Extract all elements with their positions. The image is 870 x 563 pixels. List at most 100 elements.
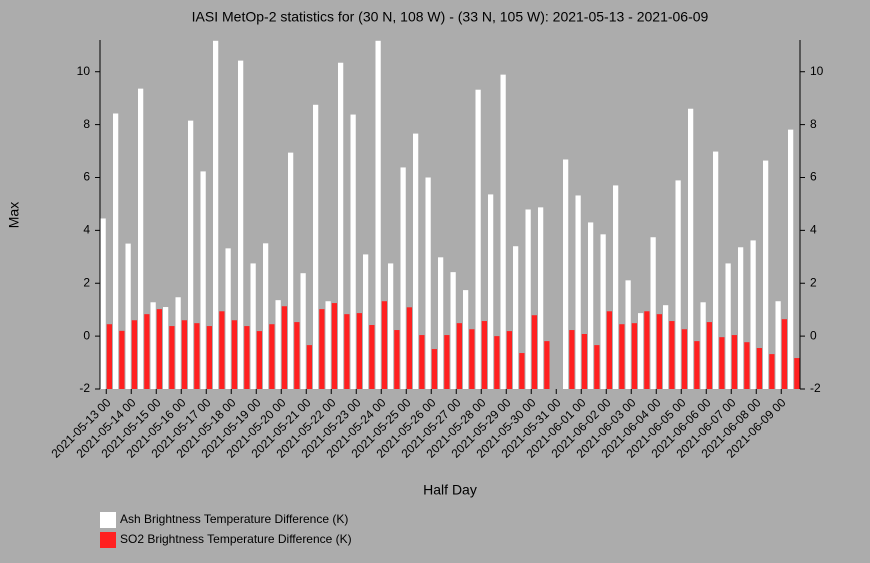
bar	[175, 297, 181, 389]
bar	[344, 314, 350, 389]
bar	[719, 337, 725, 389]
bar	[775, 301, 781, 389]
bar	[475, 89, 481, 390]
y2-tick-label: 0	[810, 328, 817, 342]
bar	[225, 248, 231, 389]
bar	[463, 290, 469, 389]
bar	[219, 311, 225, 389]
bar	[413, 133, 419, 389]
y-tick-label: 10	[77, 64, 91, 78]
bar	[588, 222, 594, 389]
bar	[350, 114, 356, 390]
bar	[419, 335, 425, 389]
bar	[144, 314, 150, 389]
y2-tick-label: 6	[810, 170, 817, 184]
bar	[319, 309, 325, 389]
bar	[288, 152, 294, 389]
bar	[781, 319, 787, 389]
bar	[213, 40, 219, 389]
bar	[488, 194, 494, 389]
bar	[706, 322, 712, 389]
bar	[331, 303, 337, 389]
bar	[444, 335, 450, 389]
bar	[694, 341, 700, 389]
bar	[300, 273, 306, 389]
bar	[644, 311, 650, 389]
bar	[656, 314, 662, 389]
legend-swatch	[100, 512, 116, 528]
bar	[131, 320, 137, 389]
bar	[375, 40, 381, 389]
bar	[406, 307, 412, 389]
bar	[119, 330, 125, 389]
legend-label: Ash Brightness Temperature Difference (K…	[120, 512, 348, 526]
bar	[138, 88, 144, 389]
bar	[469, 329, 475, 389]
bar	[756, 348, 762, 389]
bar	[256, 331, 262, 389]
y-tick-label: -2	[79, 381, 90, 395]
bar	[263, 243, 269, 389]
bar	[650, 237, 656, 389]
x-axis-label: Half Day	[423, 482, 477, 498]
y2-tick-label: 10	[810, 64, 824, 78]
y-tick-label: 4	[83, 223, 90, 237]
bar	[525, 209, 531, 389]
bar	[544, 341, 550, 389]
bar	[750, 240, 756, 389]
bar	[431, 349, 437, 389]
bar	[244, 326, 250, 389]
bar	[294, 322, 300, 389]
bar	[450, 272, 456, 389]
bar	[669, 321, 675, 389]
bar	[594, 345, 600, 389]
bar	[313, 104, 319, 389]
bar	[625, 280, 631, 389]
bar	[438, 257, 444, 389]
bar	[638, 313, 644, 389]
bar	[563, 159, 569, 389]
y-tick-label: 6	[83, 170, 90, 184]
bar	[513, 246, 519, 389]
bar	[150, 302, 156, 389]
bar	[581, 334, 587, 389]
bar	[675, 180, 681, 389]
bar	[206, 326, 212, 389]
bar	[425, 177, 431, 389]
bar	[163, 307, 169, 389]
bar	[606, 311, 612, 389]
chart-title: IASI MetOp-2 statistics for (30 N, 108 W…	[192, 9, 709, 25]
bar	[725, 263, 731, 389]
bar	[600, 234, 606, 389]
bar	[200, 171, 206, 389]
bar	[531, 315, 537, 389]
y-tick-label: 0	[83, 328, 90, 342]
bar	[763, 160, 769, 389]
legend-label: SO2 Brightness Temperature Difference (K…	[120, 532, 352, 546]
bar	[194, 323, 200, 389]
bar	[575, 195, 581, 389]
y2-tick-label: 8	[810, 117, 817, 131]
y-tick-label: 8	[83, 117, 90, 131]
bar	[631, 323, 637, 389]
bar	[494, 336, 500, 389]
bar	[381, 301, 387, 389]
bar	[481, 321, 487, 389]
bar	[113, 113, 119, 389]
bar	[369, 325, 375, 389]
y2-tick-label: -2	[810, 381, 821, 395]
y2-tick-label: 4	[810, 223, 817, 237]
bar	[794, 358, 800, 389]
bar	[663, 305, 669, 389]
bar	[356, 313, 362, 389]
y-axis-label: Max	[6, 202, 22, 228]
bar	[400, 167, 406, 389]
bar	[713, 151, 719, 389]
bar	[613, 185, 619, 389]
bar	[188, 120, 194, 390]
bar	[363, 254, 369, 389]
bar	[325, 301, 331, 389]
bar	[681, 329, 687, 389]
bar	[569, 330, 575, 389]
